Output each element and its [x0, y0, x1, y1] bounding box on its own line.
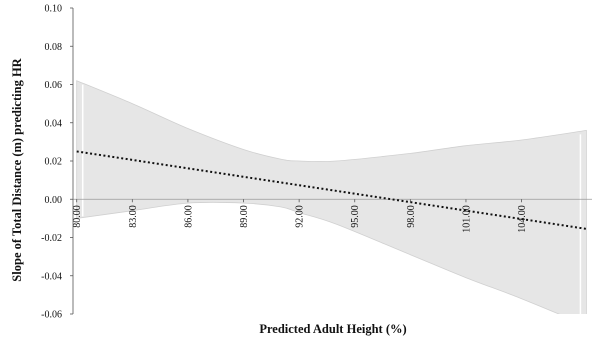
x-axis-title: Predicted Adult Height (%) [259, 322, 406, 336]
y-tick-label: -0.06 [41, 310, 62, 321]
x-tick-label: 98.00 [406, 205, 417, 228]
y-tick-label: 0.08 [45, 42, 63, 53]
y-tick-label: -0.02 [41, 233, 62, 244]
x-tick-label: 80.00 [72, 205, 83, 228]
y-tick-label: 0.02 [45, 157, 63, 168]
x-tick-labels: 80.00 83.00 86.00 89.00 92.00 95.00 98.00 101.0… [72, 199, 528, 233]
confidence-band-layer [76, 80, 587, 314]
x-tick-label: 95.00 [350, 205, 361, 228]
y-tick-label: 0.06 [45, 80, 63, 91]
y-tick-label: -0.04 [41, 271, 62, 282]
y-tick-label: 0.04 [45, 118, 63, 129]
x-tick-label: 89.00 [239, 205, 250, 228]
confidence-band [76, 80, 587, 314]
y-tick-label: 0.00 [45, 195, 63, 206]
regression-line-0 [76, 150, 587, 230]
x-tick-label: 86.00 [183, 205, 194, 228]
y-tick-label: 0.10 [45, 4, 63, 15]
x-tick-label: 92.00 [295, 205, 306, 228]
y-axis-title: Slope of Total Distance (m) predicting H… [10, 57, 24, 281]
x-tick-label: 101.00 [462, 205, 473, 233]
y-tick-labels: 0.10 0.08 0.06 0.04 0.02 0.00 -0.02 -0.04 -0.06 [41, 4, 73, 321]
x-tick-label: 83.00 [128, 205, 139, 228]
regression-line-layer [76, 150, 587, 230]
x-tick-label: 104.00 [517, 205, 528, 233]
